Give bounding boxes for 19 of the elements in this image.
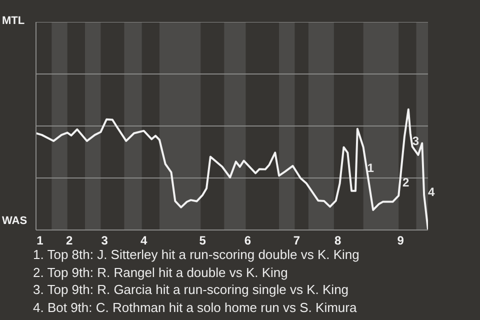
x-tick-label: 8 (334, 234, 342, 248)
x-tick-label: 6 (244, 234, 252, 248)
text: MTL (2, 15, 25, 27)
annotation: 1 (367, 160, 374, 175)
x-tick-label: 7 (293, 234, 300, 248)
x-tick-label: 5 (199, 234, 206, 248)
text: WAS (2, 215, 28, 227)
x-tick-label: 9 (397, 234, 404, 248)
text: 1. Top 8th: J. Sitterley hit a run-scoring double vs K. King (33, 246, 360, 264)
annotation: 2 (402, 175, 410, 190)
text: 4. Bot 9th: C. Rothman hit a solo home run vs S. Kimura (33, 298, 358, 316)
x-tick-label: 3 (101, 234, 108, 248)
annotation: 3 (412, 134, 420, 148)
x-tick-label: 4 (140, 234, 148, 248)
x-tick-label: 2 (66, 234, 73, 248)
annotation: 4 (428, 185, 435, 199)
text: 2. Top 9th: R. Rangel hit a double vs K. King (33, 264, 289, 281)
text: 3. Top 9th: R. Garcia hit a run-scoring single vs K. King (33, 281, 350, 298)
x-tick-label: 1 (36, 234, 44, 248)
